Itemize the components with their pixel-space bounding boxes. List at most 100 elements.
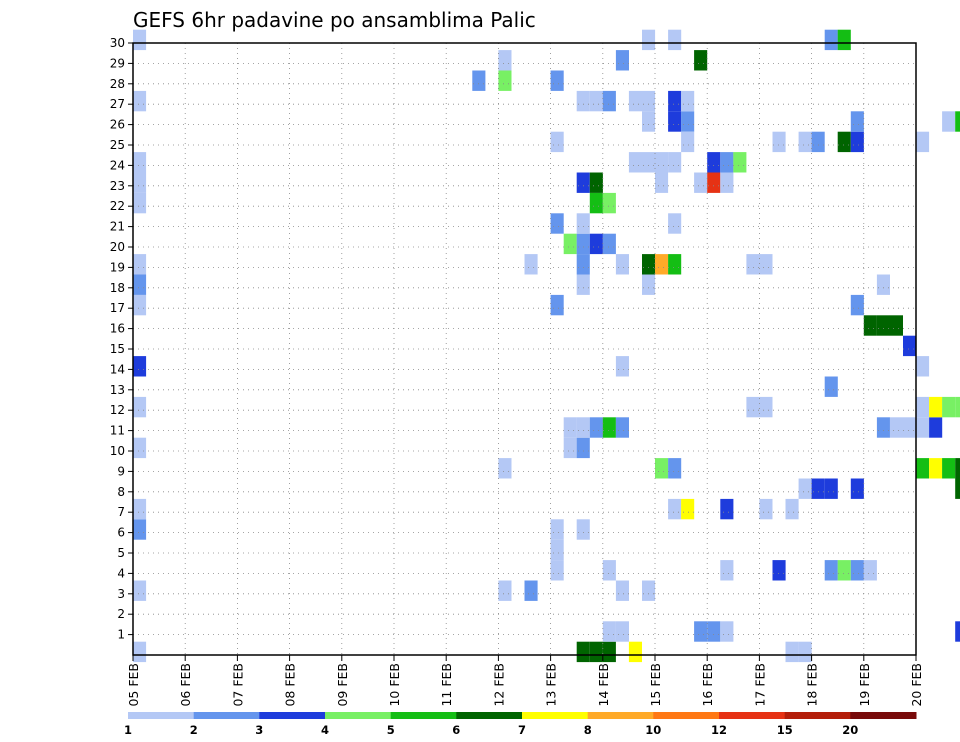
heatmap-cell [615, 417, 629, 438]
x-tick-label: 10 FEB [387, 663, 402, 707]
x-tick-label: 08 FEB [283, 663, 298, 707]
heatmap-cell [602, 192, 616, 214]
heatmap-cell [550, 131, 564, 153]
heatmap-cell [955, 396, 960, 418]
heatmap-cell [903, 335, 917, 357]
heatmap-cell [642, 152, 656, 173]
heatmap-cell [133, 152, 147, 173]
heatmap-cell [133, 580, 147, 601]
heatmap-cell [863, 315, 877, 336]
heatmap-cell [524, 254, 538, 275]
heatmap-cell [720, 172, 734, 193]
y-tick-label: 4 [117, 566, 125, 580]
x-tick-label: 06 FEB [178, 663, 193, 707]
heatmap-cell [798, 131, 812, 153]
y-tick-label: 8 [117, 485, 125, 499]
heatmap-cell [133, 192, 147, 214]
legend-label: 2 [190, 723, 198, 737]
x-tick-label: 11 FEB [439, 663, 454, 707]
heatmap-cell [642, 111, 656, 132]
heatmap-cell [615, 356, 629, 377]
heatmap-cell [642, 29, 656, 51]
heatmap-cell [707, 172, 721, 193]
heatmap-cell [720, 621, 734, 642]
heatmap-cell [681, 131, 695, 153]
x-tick-label: 18 FEB [805, 663, 820, 707]
heatmap-cell [955, 478, 960, 499]
heatmap-cell [733, 152, 747, 173]
heatmap-cell [655, 172, 669, 193]
heatmap-cell [955, 458, 960, 479]
heatmap-cell [772, 131, 786, 153]
y-tick-label: 27 [110, 97, 125, 111]
legend-label: 8 [584, 723, 592, 737]
heatmap-cell [615, 621, 629, 642]
heatmap-cell [563, 233, 577, 255]
legend-label: 6 [452, 723, 460, 737]
x-axis-ticks: 05 FEB 06 FEB 07 FEB 08 FEB 09 FEB 10 FEB 11 F… [126, 655, 924, 707]
y-tick-label: 23 [110, 179, 125, 193]
legend-label: 4 [321, 723, 329, 737]
heatmap-cell [133, 29, 147, 51]
legend-label: 10 [645, 723, 661, 737]
heatmap-cell [133, 274, 147, 295]
heatmap-cell [602, 641, 616, 663]
heatmap-cell [837, 131, 851, 153]
x-tick-label: 16 FEB [700, 663, 715, 707]
legend-swatch [259, 712, 326, 719]
heatmap-cell [576, 254, 590, 275]
heatmap-cell [472, 70, 486, 91]
y-tick-label: 11 [110, 424, 125, 438]
heatmap-cell [498, 70, 512, 91]
heatmap-cell [824, 478, 838, 499]
heatmap-cell [576, 417, 590, 438]
y-tick-label: 19 [110, 260, 125, 274]
heatmap-cell [824, 560, 838, 581]
legend-swatch [522, 712, 589, 719]
color-legend: 1 2 3 4 5 6 7 8 10 12 15 20 [124, 712, 917, 737]
heatmap-cell [798, 478, 812, 499]
y-tick-label: 22 [110, 199, 125, 213]
heatmap-cell [133, 396, 147, 418]
heatmap-cell [655, 152, 669, 173]
legend-label: 3 [255, 723, 263, 737]
x-tick-label: 13 FEB [544, 663, 559, 707]
heatmap-cell [615, 50, 629, 71]
heatmap-cell [615, 254, 629, 275]
heatmap-cell [811, 478, 825, 499]
heatmap-cell [942, 458, 956, 479]
y-tick-label: 3 [117, 587, 125, 601]
y-tick-label: 26 [110, 118, 125, 132]
heatmap-cell [602, 621, 616, 642]
heatmap-cell [942, 396, 956, 418]
heatmap-cell [694, 172, 708, 193]
heatmap-cell [589, 417, 603, 438]
heatmap-cell [576, 274, 590, 295]
heatmap-cell [889, 417, 903, 438]
heatmap-cell [746, 396, 760, 418]
heatmap-cell [602, 560, 616, 581]
y-tick-label: 15 [110, 342, 125, 356]
heatmap-cell [903, 417, 917, 438]
heatmap-cells [133, 29, 960, 663]
heatmap-cell [668, 111, 682, 132]
heatmap-cell [498, 50, 512, 71]
legend-label: 5 [387, 723, 395, 737]
heatmap-cell [850, 131, 864, 153]
x-tick-label: 17 FEB [752, 663, 767, 707]
heatmap-cell [589, 192, 603, 214]
heatmap-cell [824, 376, 838, 397]
heatmap-cell [876, 417, 890, 438]
x-tick-label: 12 FEB [491, 663, 506, 707]
heatmap-cell [837, 560, 851, 581]
heatmap-cell [576, 437, 590, 459]
heatmap-cell [955, 111, 960, 132]
heatmap-cell [720, 152, 734, 173]
heatmap-cell [668, 213, 682, 234]
y-tick-label: 20 [110, 240, 125, 254]
heatmap-cell [589, 172, 603, 193]
heatmap-cell [602, 233, 616, 255]
legend-swatch [128, 712, 195, 719]
heatmap-cell [642, 580, 656, 601]
y-tick-label: 1 [117, 628, 125, 642]
